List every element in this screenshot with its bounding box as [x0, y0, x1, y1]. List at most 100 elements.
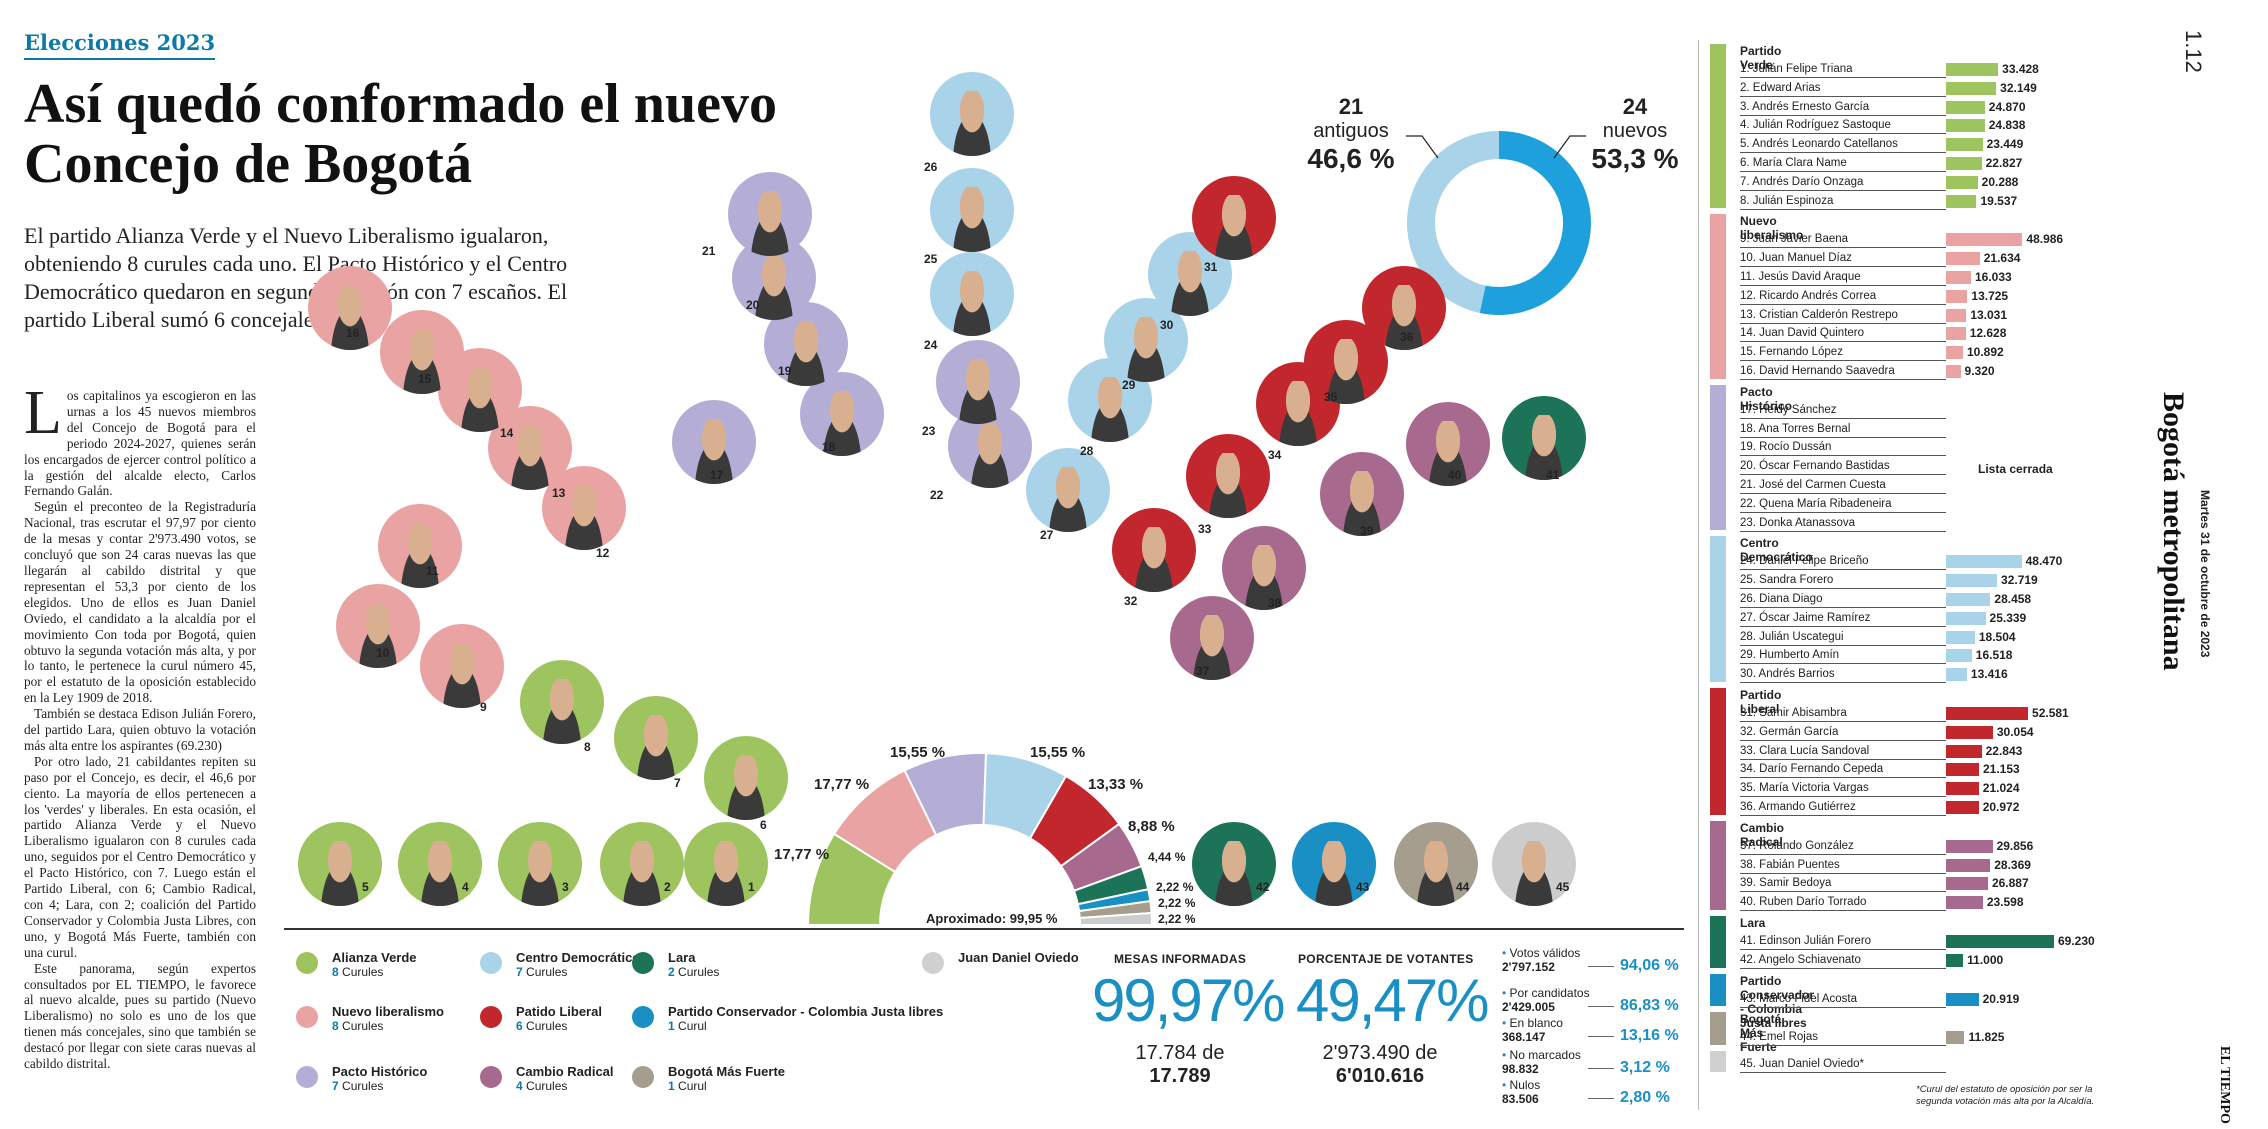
vote-bar [1946, 877, 1988, 891]
portrait-number: 14 [500, 426, 514, 440]
sidebar-date: Martes 31 de octubre de 2023 [2198, 490, 2212, 658]
donut-old-label: antiguos [1313, 120, 1389, 142]
candidate-row: 4. Julián Rodríguez Sastoque [1740, 116, 1946, 135]
portrait-number: 17 [710, 468, 724, 482]
footnote: *Curul del estatuto de oposición por ser… [1916, 1084, 2095, 1107]
vote-value: 11.000 [1967, 952, 2004, 967]
party-color-stripe [1710, 1012, 1726, 1046]
hemi-label-centro: 15,55 % [1030, 744, 1086, 761]
person-silhouette-icon [718, 755, 774, 820]
hemi-segment [1078, 911, 1154, 926]
vote-value: 12.628 [1969, 326, 2007, 341]
donut-leader-lines [1406, 135, 1586, 159]
legend-name: Lara [668, 950, 696, 965]
candidate-row: 30. Andrés Barrios [1740, 665, 1946, 684]
lede: El partido Alianza Verde y el Nuevo Libe… [24, 223, 568, 332]
hemi-label-nuevo-lib: 17,77 % [814, 776, 870, 793]
person-silhouette-icon [944, 187, 1000, 252]
hemi-label-bogota: 2,22 % [1158, 896, 1196, 910]
councillor-portrait [498, 822, 582, 906]
party-color-stripe [1710, 536, 1726, 682]
portrait-number: 38 [1268, 596, 1282, 610]
hemi-label-alianza: 17,77 % [774, 846, 830, 863]
legend-rule [284, 928, 1684, 930]
vote-value: 13.725 [1971, 288, 2009, 303]
candidate-row: 2. Edward Arias [1740, 79, 1946, 97]
vote-bar [1946, 175, 1978, 189]
vote-value: 33.428 [2002, 62, 2039, 76]
vote-value: 22.843 [1985, 743, 2023, 758]
vote-value: 69.230 [2058, 934, 2095, 948]
person-silhouette-icon [686, 419, 742, 484]
councillor-portrait [308, 266, 392, 350]
donut-new-block: 24 nuevos 53,3 % [1580, 94, 1690, 175]
councillor-portrait [1362, 266, 1446, 350]
vote-bar [1946, 744, 1982, 758]
portrait-number: 33 [1198, 522, 1212, 536]
party-heading: Partido Conservador - Colombia Justa lib… [1740, 973, 1815, 1030]
donut-new-count: 24 [1622, 94, 1648, 119]
vote-value: 52.581 [2032, 706, 2069, 720]
candidate-row: 26. Diana Diago [1740, 590, 1946, 608]
person-silhouette-icon [1162, 251, 1218, 316]
candidate-row: 17. Heidy Sánchez [1740, 401, 1946, 419]
portrait-number: 39 [1360, 524, 1374, 538]
candidate-row: 34. Darío Fernando Cepeda [1740, 760, 1946, 779]
party-heading: Nuevo liberalismo [1740, 214, 1804, 243]
article-paragraph: Este panorama, según expertos consultado… [24, 960, 256, 1072]
vote-value: 29.856 [1996, 838, 2034, 853]
person-silhouette-icon [322, 285, 378, 350]
legend-swatch [480, 1066, 502, 1088]
legend-name: Nuevo liberalismo [332, 1004, 444, 1019]
party-heading: Bogotá Más Fuerte [1740, 1012, 1782, 1055]
article-paragraph: Según el preconteo de la Registraduría N… [24, 499, 256, 706]
councillor-portrait [728, 172, 812, 256]
vote-bar [1946, 289, 1968, 303]
person-silhouette-icon [1334, 471, 1390, 536]
candidate-row: 21. José del Carmen Cuesta [1740, 476, 1946, 494]
vote-bar [1946, 138, 1983, 152]
legend-item: Pacto Histórico 7 Curules [296, 1064, 427, 1093]
vote-bar [1946, 364, 1961, 378]
councillor-portrait [1304, 320, 1388, 404]
vote-value: 13.031 [1970, 307, 2008, 322]
legend-swatch [296, 1006, 318, 1028]
vote-bar [1946, 763, 1979, 777]
vote-bar [1946, 327, 1966, 341]
legend-swatch [296, 1066, 318, 1088]
portrait-number: 31 [1204, 260, 1218, 274]
person-silhouette-icon [312, 841, 368, 906]
portrait-number: 4 [462, 880, 469, 894]
mesas-title: MESAS INFORMADAS [1114, 952, 1247, 966]
legend-name: Pacto Histórico [332, 1064, 428, 1079]
candidate-row: 29. Humberto Amín [1740, 646, 1946, 665]
portrait-number: 35 [1324, 390, 1338, 404]
person-silhouette-icon [534, 679, 590, 744]
portrait-number: 7 [674, 776, 681, 790]
vote-bar [1946, 346, 1963, 360]
vote-bar [1946, 63, 1999, 76]
candidate-row: 16. David Hernando Saavedra [1740, 362, 1946, 380]
vote-value: 22.827 [1985, 156, 2023, 170]
portrait-number: 27 [1040, 528, 1054, 542]
vote-bar [1946, 233, 2023, 247]
councillor-portrait [380, 310, 464, 394]
mesas-pct: 99,97% [1092, 967, 1285, 1034]
person-silhouette-icon [556, 485, 612, 550]
portrait-number: 43 [1356, 880, 1370, 894]
donut-old-count: 21 [1338, 94, 1364, 119]
page-title: Así quedó conformado el nuevo Concejo de… [24, 73, 777, 195]
legend-item: Partido Conservador - Colombia Justa lib… [632, 1004, 943, 1033]
party-color-stripe [1710, 214, 1726, 379]
legend-swatch [632, 952, 654, 974]
person-silhouette-icon [962, 423, 1018, 488]
person-silhouette-icon [814, 391, 870, 456]
portrait-number: 1 [748, 880, 755, 894]
party-heading: Lara [1740, 916, 1766, 930]
donut-new-label: nuevos [1602, 120, 1668, 142]
portrait-number: 40 [1448, 468, 1462, 482]
person-silhouette-icon [950, 359, 1006, 424]
candidate-row: 37. Rolando González [1740, 837, 1946, 855]
party-color-stripe [1710, 973, 1726, 1007]
councillor-portrait [1026, 448, 1110, 532]
